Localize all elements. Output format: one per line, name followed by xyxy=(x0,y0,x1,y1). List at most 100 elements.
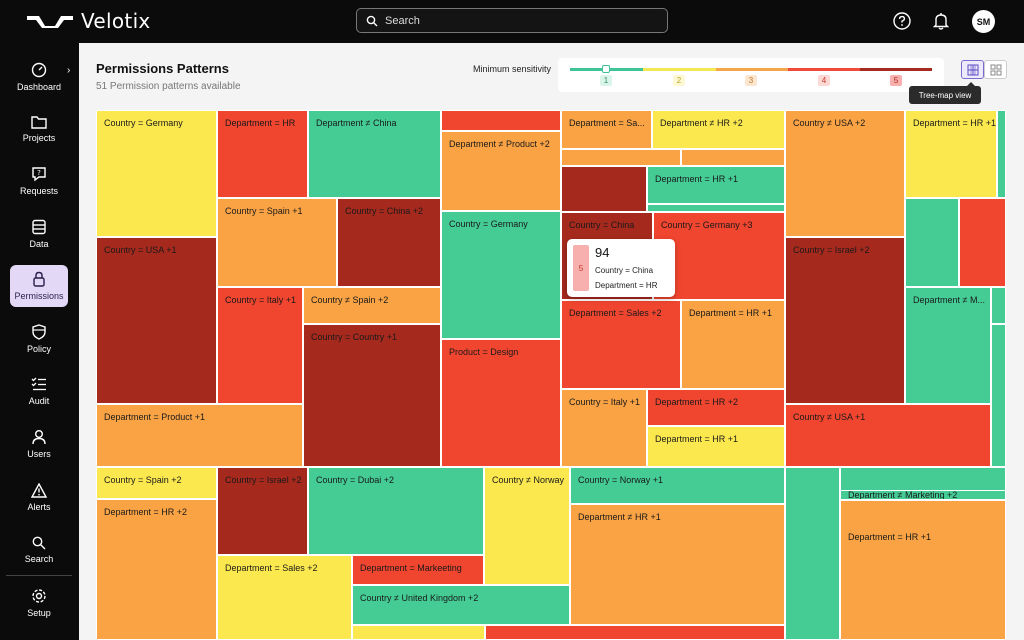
treemap-cell[interactable]: Country ≠ Spain +2 xyxy=(303,287,441,324)
sidebar-expand-chevron-icon[interactable]: › xyxy=(67,65,71,76)
checklist-icon xyxy=(31,377,46,391)
treemap-cell[interactable] xyxy=(997,110,1006,198)
treemap-cell[interactable]: Country = Spain +1 xyxy=(217,198,337,287)
treemap-cell[interactable] xyxy=(352,625,485,640)
treemap-cell[interactable]: Country ≠ Norway xyxy=(484,467,570,585)
treemap-cell[interactable]: Department = Sales +2 xyxy=(217,555,352,640)
sensitivity-handle[interactable] xyxy=(602,65,610,73)
folder-icon xyxy=(31,116,47,129)
treemap-cell[interactable]: Department ≠ HR +2 xyxy=(652,110,785,149)
treemap-cell[interactable]: Country = Italy +1 xyxy=(217,287,303,404)
treemap-cell[interactable]: Department ≠ Marketing +2 xyxy=(840,490,1006,500)
sensitivity-level-4[interactable]: 4 xyxy=(818,75,830,86)
treemap-cell[interactable]: Department = HR xyxy=(217,110,308,198)
treemap-cell[interactable]: Department = Product +1 xyxy=(96,404,303,467)
treemap-cell[interactable] xyxy=(441,110,561,131)
sidebar-item-audit[interactable]: Audit xyxy=(10,371,68,411)
sidebar-item-label: Audit xyxy=(28,396,50,406)
treemap-cell[interactable]: Department = HR +1 xyxy=(681,300,785,389)
velotix-logo[interactable]: Velotix xyxy=(27,9,151,33)
treemap-cell[interactable]: Country = USA +1 xyxy=(96,237,217,404)
treemap-cell[interactable]: Country ≠ USA +2 xyxy=(785,110,905,237)
help-icon[interactable] xyxy=(892,11,912,31)
sidebar-item-dashboard[interactable]: Dashboard xyxy=(10,57,68,97)
lock-icon xyxy=(33,271,45,287)
database-icon xyxy=(32,219,46,235)
treemap-cell[interactable] xyxy=(991,324,1006,467)
list-view-button[interactable] xyxy=(984,60,1007,79)
sensitivity-slider[interactable]: 1 2 3 4 5 xyxy=(558,58,944,92)
treemap-cell[interactable]: Department = Sa... xyxy=(561,110,652,149)
sensitivity-segment-5 xyxy=(860,68,932,71)
gear-icon xyxy=(32,589,46,603)
treemap-cell[interactable] xyxy=(561,166,647,212)
sensitivity-level-1[interactable]: 1 xyxy=(600,75,612,86)
sidebar-item-projects[interactable]: Projects xyxy=(10,109,68,149)
treemap-cell[interactable]: Product = Design xyxy=(441,339,561,467)
treemap-cell[interactable]: Department = HR +2 xyxy=(96,499,217,640)
treemap-cell[interactable]: Department = HR +2 xyxy=(647,389,785,426)
treemap-cell[interactable]: Department = HR +1 xyxy=(840,500,1006,640)
treemap-cell[interactable]: Department = HR +1 xyxy=(905,110,997,198)
sensitivity-level-2[interactable]: 2 xyxy=(673,75,685,86)
sidebar-item-data[interactable]: Data xyxy=(10,214,68,254)
pattern-count: 94 xyxy=(595,245,610,260)
sensitivity-level-3[interactable]: 3 xyxy=(745,75,757,86)
treemap-cell[interactable]: Country = Germany +3 xyxy=(653,212,785,300)
treemap-cell[interactable]: Country = Israel +2 xyxy=(217,467,308,555)
treemap-cell[interactable]: Country ≠ United Kingdom +2 xyxy=(352,585,570,625)
sidebar-item-label: Projects xyxy=(22,133,56,143)
treemap-cell[interactable]: Country = Germany xyxy=(441,211,561,339)
sidebar-item-users[interactable]: Users xyxy=(10,424,68,464)
treemap-cell[interactable]: Country = China +2 xyxy=(337,198,441,287)
treemap-cell[interactable]: Country = Israel +2 xyxy=(785,237,905,404)
sidebar-item-search[interactable]: Search xyxy=(10,530,68,570)
sidebar-item-label: Data xyxy=(29,239,49,249)
sidebar-item-permissions[interactable]: Permissions xyxy=(10,265,68,307)
sidebar-item-label: Requests xyxy=(19,186,59,196)
bell-icon[interactable] xyxy=(931,11,951,31)
treemap-cell[interactable]: Country = Norway +1 xyxy=(570,467,785,504)
sidebar-item-requests[interactable]: ? Requests xyxy=(10,161,68,201)
sidebar: › Dashboard Projects ? Requests Data Per… xyxy=(0,43,79,640)
treemap-cell[interactable]: Country = Country +1 xyxy=(303,324,441,467)
treemap-cell[interactable]: Department = HR +1 xyxy=(647,166,785,204)
treemap-cell[interactable]: Department = HR +1 xyxy=(647,426,785,467)
sidebar-item-alerts[interactable]: Alerts xyxy=(10,477,68,517)
treemap-cell[interactable]: Department ≠ M... xyxy=(905,287,991,404)
sensitivity-badge: 5 xyxy=(573,245,589,291)
treemap-cell[interactable]: Country = Italy +1 xyxy=(561,389,647,467)
treemap-cell[interactable] xyxy=(959,198,1006,287)
treemap-cell[interactable]: Department ≠ China xyxy=(308,110,441,198)
grid-icon xyxy=(967,64,978,75)
treemap-cell[interactable] xyxy=(485,625,785,640)
treemap-cell[interactable] xyxy=(785,467,840,640)
sidebar-item-label: Permissions xyxy=(14,291,64,301)
treemap-cell[interactable]: Department ≠ Product +2 xyxy=(441,131,561,211)
treemap-cell[interactable] xyxy=(561,149,681,166)
treemap-cell[interactable] xyxy=(647,204,785,212)
treemap-cell[interactable]: Country ≠ USA +1 xyxy=(785,404,991,467)
sidebar-item-policy[interactable]: Policy xyxy=(10,319,68,359)
tooltip-row-department: Department = HR xyxy=(595,281,658,290)
user-avatar[interactable]: SM xyxy=(972,10,995,33)
global-search-input[interactable]: Search xyxy=(356,8,668,33)
sensitivity-segment-3 xyxy=(716,68,788,71)
treemap: Country = Germany Department = HR Depart… xyxy=(96,110,1006,640)
treemap-cell[interactable]: Country = Spain +2 xyxy=(96,467,217,499)
treemap-cell[interactable]: Country = Germany xyxy=(96,110,217,237)
treemap-cell[interactable] xyxy=(681,149,785,166)
top-bar: Velotix Search SM xyxy=(0,0,1024,43)
sensitivity-level-5[interactable]: 5 xyxy=(890,75,902,86)
treemap-cell[interactable]: Country = Dubai +2 xyxy=(308,467,484,555)
treemap-view-button[interactable] xyxy=(961,60,984,79)
sidebar-item-setup[interactable]: Setup xyxy=(10,583,68,623)
treemap-cell[interactable]: Department ≠ HR +1 xyxy=(570,504,785,625)
requests-icon: ? xyxy=(32,167,46,182)
treemap-cell[interactable]: Department = Markeeting xyxy=(352,555,484,585)
treemap-cell[interactable] xyxy=(905,198,959,287)
sidebar-item-label: Dashboard xyxy=(16,82,62,92)
treemap-cell[interactable]: Department = Sales +2 xyxy=(561,300,681,389)
treemap-cell[interactable] xyxy=(991,287,1006,324)
search-icon xyxy=(32,536,46,550)
